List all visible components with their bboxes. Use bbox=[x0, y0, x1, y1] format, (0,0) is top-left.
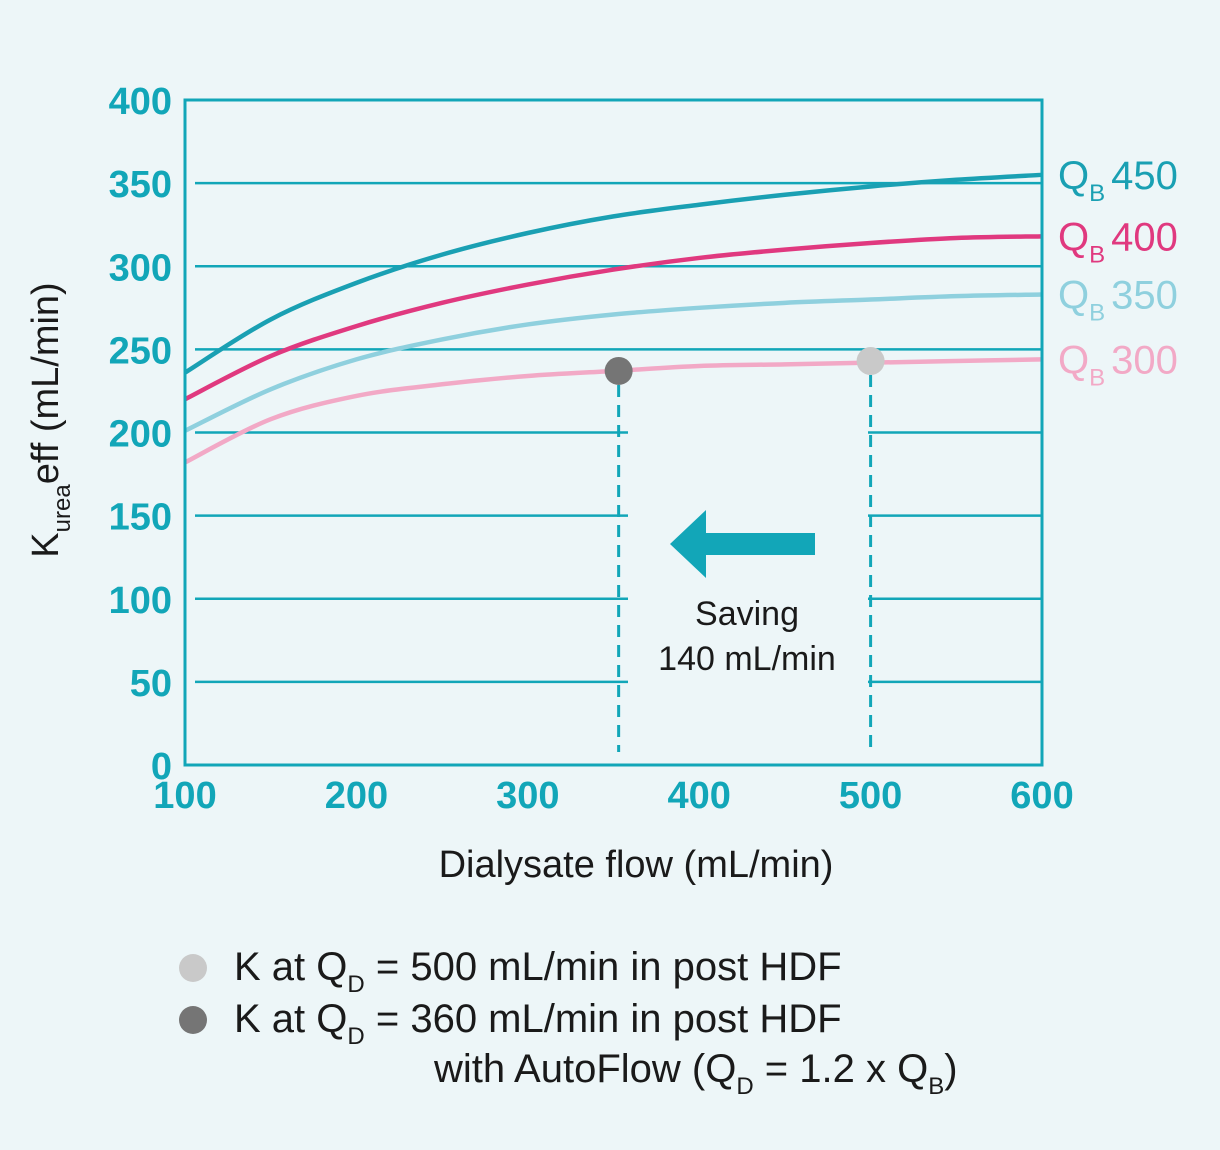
series-label-450: QB 450 bbox=[1058, 154, 1178, 207]
y-tick-labels: 0 50 100 150 200 250 300 350 400 bbox=[109, 81, 172, 788]
legend-item-2-line2: with AutoFlow (QD = 1.2 x QB) bbox=[433, 1047, 958, 1100]
y-tick-250: 250 bbox=[109, 330, 172, 372]
annotation-line2: 140 mL/min bbox=[658, 640, 836, 678]
series-label-400: QB 400 bbox=[1058, 215, 1178, 268]
x-tick-500: 500 bbox=[839, 775, 902, 817]
x-tick-300: 300 bbox=[496, 775, 559, 817]
y-tick-200: 200 bbox=[109, 414, 172, 456]
legend: K at QD = 500 mL/min in post HDF K at QD… bbox=[179, 945, 958, 1100]
y-axis-title-main: K bbox=[25, 532, 67, 557]
data-point-0 bbox=[604, 356, 633, 385]
annotation-line1: Saving bbox=[695, 595, 799, 633]
x-axis-title: Dialysate flow (mL/min) bbox=[439, 844, 834, 886]
drop-lines bbox=[617, 375, 873, 752]
x-tick-100: 100 bbox=[153, 775, 216, 817]
series-line-350 bbox=[184, 292, 1043, 433]
data-points bbox=[604, 347, 885, 385]
legend-item-2: K at QD = 360 mL/min in post HDF bbox=[234, 997, 842, 1050]
annotation-bg bbox=[628, 425, 868, 750]
y-tick-350: 350 bbox=[109, 164, 172, 206]
series-line-450 bbox=[183, 172, 1043, 375]
y-tick-0: 0 bbox=[151, 746, 172, 788]
y-axis-title: Kureaeff (mL/min) bbox=[25, 282, 76, 557]
series-label-350: QB 350 bbox=[1058, 274, 1178, 327]
plot-frame bbox=[183, 98, 1044, 767]
y-tick-50: 50 bbox=[130, 663, 172, 705]
y-tick-400: 400 bbox=[109, 81, 172, 123]
x-tick-600: 600 bbox=[1010, 775, 1073, 817]
y-tick-150: 150 bbox=[109, 497, 172, 539]
data-point-1 bbox=[856, 347, 885, 376]
y-tick-100: 100 bbox=[109, 580, 172, 622]
left-arrow-icon bbox=[670, 510, 815, 578]
legend-marker-light bbox=[179, 954, 207, 982]
series-line-400 bbox=[183, 234, 1043, 402]
y-axis-title-sub: urea bbox=[49, 484, 76, 533]
y-tick-300: 300 bbox=[109, 247, 172, 289]
x-tick-200: 200 bbox=[325, 775, 388, 817]
y-axis-title-rest: eff (mL/min) bbox=[25, 282, 67, 484]
series-labels: QB 450 QB 400 QB 350 QB 300 bbox=[1058, 154, 1178, 392]
legend-marker-dark bbox=[179, 1006, 207, 1034]
legend-item-1: K at QD = 500 mL/min in post HDF bbox=[234, 945, 842, 998]
x-tick-400: 400 bbox=[667, 775, 730, 817]
x-tick-labels: 100 200 300 400 500 600 bbox=[153, 775, 1073, 817]
series-lines bbox=[183, 172, 1043, 465]
series-label-300: QB 300 bbox=[1058, 338, 1178, 391]
